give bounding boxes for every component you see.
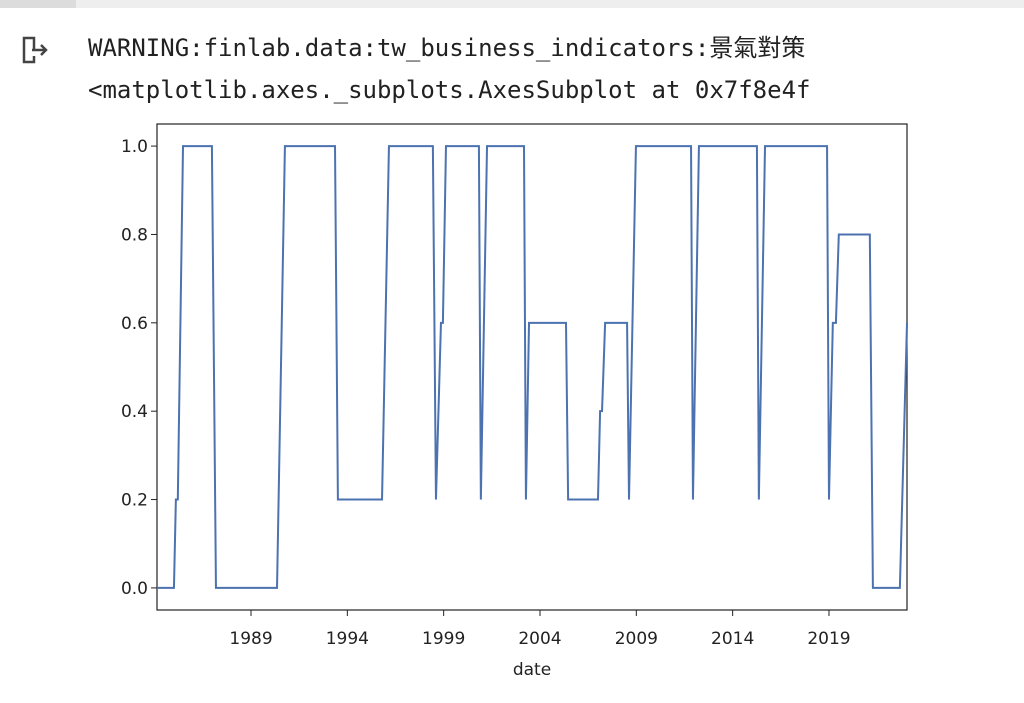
y-tick-label: 0.2: [121, 491, 148, 511]
cell-gutter: [0, 0, 76, 8]
repr-line: <matplotlib.axes._subplots.AxesSubplot a…: [88, 76, 810, 104]
x-tick-label: 2009: [615, 629, 658, 649]
x-axis-label: date: [513, 660, 551, 680]
top-bar: [0, 0, 1024, 8]
y-tick-label: 0.4: [121, 402, 148, 422]
output-icon: [22, 36, 48, 64]
plot-frame: [156, 123, 908, 611]
x-tick-label: 2004: [518, 629, 561, 649]
y-tick-label: 0.6: [121, 314, 148, 334]
x-tick-label: 1989: [229, 629, 272, 649]
y-tick-label: 0.0: [121, 579, 148, 599]
data-line: [157, 145, 908, 589]
x-tick-label: 1999: [422, 629, 465, 649]
y-tick-label: 1.0: [121, 137, 148, 157]
x-tick-label: 2014: [711, 629, 754, 649]
x-tick-label: 1994: [326, 629, 369, 649]
x-tick-label: 2019: [807, 629, 850, 649]
warning-line: WARNING:finlab.data:tw_business_indicato…: [88, 34, 805, 62]
y-tick-label: 0.8: [121, 225, 148, 245]
